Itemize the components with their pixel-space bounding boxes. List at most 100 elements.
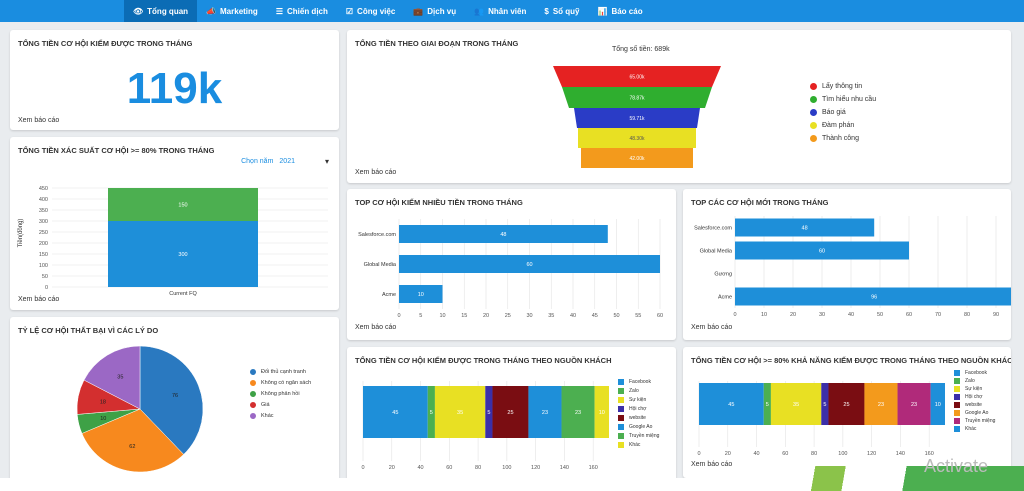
nav-item-briefcase[interactable]: 💼 Dịch vụ	[404, 0, 465, 22]
bar-segment	[897, 383, 931, 425]
bar-segment	[821, 383, 829, 425]
bar-value-label: 300	[178, 252, 187, 258]
x-tick-label: 50	[613, 313, 619, 319]
nav-item-chart[interactable]: 📊 Báo cáo	[588, 0, 651, 22]
legend-item[interactable]: Zalo	[954, 378, 995, 384]
x-tick-label: 0	[397, 313, 400, 319]
view-report-link[interactable]: Xem báo cáo	[691, 324, 733, 331]
x-tick-label: 60	[446, 465, 452, 471]
legend-item[interactable]: Google Ao	[954, 410, 995, 416]
funnel-value-label: 78.87k	[629, 96, 645, 102]
card-source-month: Tổng tiền cơ hội kiếm được trong tháng t…	[347, 347, 676, 481]
legend-item[interactable]: Khác	[954, 426, 995, 432]
x-tick-label: 15	[461, 313, 467, 319]
legend-item[interactable]: Khác	[618, 442, 659, 448]
legend-item[interactable]: Giá	[250, 402, 311, 408]
nav-item-label: Marketing	[220, 6, 258, 16]
view-report-link[interactable]: Xem báo cáo	[355, 324, 397, 331]
legend-label: Đàm phán	[822, 122, 855, 129]
bar-segment	[108, 188, 258, 221]
legend-swatch	[810, 109, 817, 116]
nav-item-eye[interactable]: 👁 Tổng quan	[124, 0, 198, 22]
legend-item[interactable]: Google Ao	[618, 424, 659, 430]
legend-item[interactable]: Báo giá	[810, 109, 876, 116]
source-80-chart: 0 20 40 60 80 100 120 140 160 45 5 35 5 25 23 23 10	[697, 381, 945, 457]
funnel-stage	[574, 108, 700, 128]
legend-item[interactable]: Sự kiện	[954, 386, 995, 392]
bar-value-label: 35	[793, 402, 799, 408]
legend-item[interactable]: Lấy thông tin	[810, 83, 876, 90]
year-value: 2021	[279, 158, 295, 165]
card-title: Tổng tiền xác suất cơ hội >= 80% trong t…	[18, 146, 215, 155]
nav-item-users[interactable]: 👥 Nhân viên	[465, 0, 535, 22]
decorative-stripe	[724, 466, 1024, 491]
year-select[interactable]: Chọn năm 2021 ▾	[241, 157, 329, 166]
nav-item-label: Dịch vụ	[427, 6, 457, 16]
legend-item[interactable]: Tìm hiểu nhu cầu	[810, 96, 876, 103]
prob80-chart: 0 50 100 150 200 250 300 350 400 450 Tiền(đồng) 300…	[18, 186, 328, 297]
legend-label: Khác	[629, 442, 641, 448]
card-top-money: Top cơ hội kiếm nhiều tiền trong tháng 0…	[347, 189, 676, 340]
legend-swatch	[618, 415, 624, 421]
legend-swatch	[618, 406, 624, 412]
legend-item[interactable]: Thành công	[810, 135, 876, 142]
legend-swatch	[954, 410, 960, 416]
x-tick-label: 25	[505, 313, 511, 319]
bar-value-label: 10	[935, 402, 941, 408]
legend-label: Khác	[261, 413, 274, 419]
legend-swatch	[250, 369, 256, 375]
legend-item[interactable]: Không có ngân sách	[250, 380, 311, 386]
legend-item[interactable]: website	[618, 415, 659, 421]
legend-item[interactable]: Khác	[250, 413, 311, 419]
top-new-chart: 0 10 20 30 40 50 60 70 80 90 Salesforce.com 48 Globa…	[694, 216, 1011, 318]
legend-item[interactable]: Facebook	[954, 370, 995, 376]
pie-slice	[139, 345, 204, 455]
legend-item[interactable]: Zalo	[618, 388, 659, 394]
bar-value-label: 45	[728, 402, 734, 408]
legend-swatch	[954, 394, 960, 400]
x-tick-label: 45	[592, 313, 598, 319]
legend-item[interactable]: Facebook	[618, 379, 659, 385]
funnel-value-label: 48.30k	[629, 136, 645, 142]
x-tick-label: 80	[811, 451, 817, 457]
x-tick-label: 120	[531, 465, 540, 471]
legend-swatch	[618, 388, 624, 394]
legend-item[interactable]: Không phản hồi	[250, 391, 311, 397]
x-tick-label: 160	[925, 451, 934, 457]
nav-item-tasks[interactable]: ☑ Công việc	[337, 0, 404, 22]
card-total-opportunity: Tổng tiền cơ hội kiếm được trong tháng 1…	[10, 30, 339, 130]
legend-item[interactable]: Hội chợ	[954, 394, 995, 400]
legend-item[interactable]: Truyền miệng	[618, 433, 659, 439]
card-source-80: Tổng tiền cơ hội >= 80% khả năng kiếm đư…	[683, 347, 1011, 478]
legend-item[interactable]: Đàm phán	[810, 122, 876, 129]
x-tick-label: 60	[657, 313, 663, 319]
legend-item[interactable]: Hội chợ	[618, 406, 659, 412]
view-report-link[interactable]: Xem báo cáo	[18, 117, 60, 124]
y-tick-label: Acme	[718, 295, 732, 301]
eye-icon: 👁	[133, 6, 144, 16]
bar-value-label: 5	[823, 402, 826, 408]
legend-swatch	[618, 397, 624, 403]
x-tick-label: 20	[389, 465, 395, 471]
legend-item[interactable]: Sự kiện	[618, 397, 659, 403]
view-report-link[interactable]: Xem báo cáo	[355, 169, 397, 176]
y-tick-label: 200	[39, 241, 48, 247]
nav-item-label: Nhân viên	[488, 6, 527, 16]
legend-item[interactable]: website	[954, 402, 995, 408]
view-report-link[interactable]: Xem báo cáo	[18, 296, 60, 303]
bar	[399, 255, 660, 273]
loss-reasons-pie: 76 62 10 18 35	[76, 345, 204, 473]
nav-item-dollar[interactable]: $ Sổ quỹ	[535, 0, 588, 22]
legend-item[interactable]: Đối thủ cạnh tranh	[250, 369, 311, 375]
card-title: Top cơ hội kiếm nhiều tiền trong tháng	[355, 198, 523, 207]
legend-swatch	[618, 442, 624, 448]
legend-item[interactable]: Truyền miệng	[954, 418, 995, 424]
view-report-link[interactable]: Xem báo cáo	[691, 461, 733, 468]
bar-value-label: 60	[526, 262, 532, 268]
bar-segment	[828, 383, 865, 425]
x-tick-label: 30	[819, 312, 825, 318]
legend-label: Zalo	[629, 388, 639, 394]
nav-item-megaphone[interactable]: 📣 Marketing	[197, 0, 267, 22]
nav-item-list[interactable]: ☰ Chiến dịch	[267, 0, 337, 22]
bar-value-label: 48	[802, 226, 808, 232]
